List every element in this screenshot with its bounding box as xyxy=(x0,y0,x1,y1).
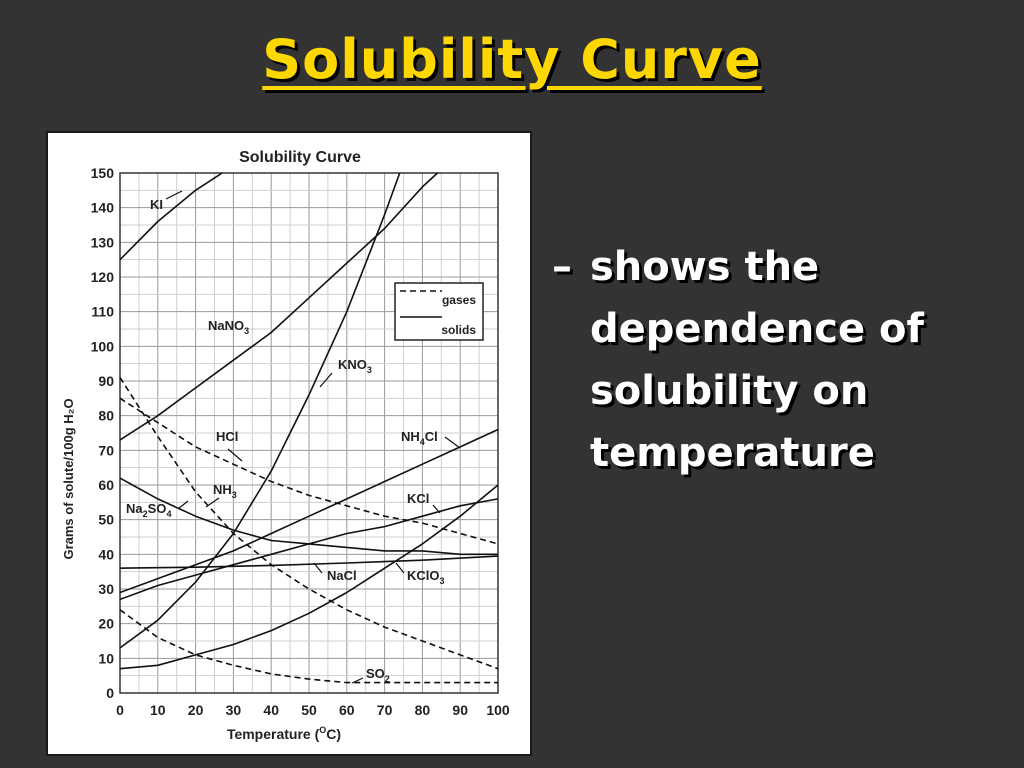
series-label: Na2SO4 xyxy=(126,501,171,519)
series-ki-line xyxy=(119,172,223,261)
x-tick-label: 40 xyxy=(263,702,279,718)
y-tick-label: 140 xyxy=(91,200,115,216)
x-tick-label: 100 xyxy=(486,702,510,718)
y-tick-label: 100 xyxy=(91,338,115,354)
series-label: NH4Cl xyxy=(401,429,438,447)
series-label: HCl xyxy=(216,429,238,444)
y-axis-label: Grams of solute/100g H₂O xyxy=(61,398,76,559)
y-tick-label: 110 xyxy=(91,304,114,320)
y-tick-label: 30 xyxy=(98,581,114,597)
x-tick-label: 60 xyxy=(339,702,355,718)
legend-box xyxy=(394,282,484,341)
label-leader-line xyxy=(444,436,461,449)
y-tick-labels: 0 10 20 30 40 50 60 70 80 90 100 110 120 130 140 150 xyxy=(91,165,115,701)
y-tick-label: 80 xyxy=(98,408,114,424)
series-so2-line xyxy=(119,609,498,684)
x-tick-label: 80 xyxy=(415,702,431,718)
series-hcl-line xyxy=(119,397,499,545)
chart-title: Solubility Curve xyxy=(239,149,361,166)
x-tick-label: 10 xyxy=(150,702,166,718)
y-tick-label: 120 xyxy=(91,269,115,285)
label-leader-line xyxy=(319,372,333,388)
y-tick-label: 90 xyxy=(98,373,114,389)
bullet-dash: – xyxy=(552,244,572,290)
chart-legend: gases solids xyxy=(394,282,484,341)
series-na2so4-line xyxy=(119,477,498,556)
series-nacl-line xyxy=(119,555,499,569)
y-tick-label: 70 xyxy=(98,442,114,458)
x-tick-label: 20 xyxy=(188,702,204,718)
y-tick-label: 150 xyxy=(91,165,115,181)
series-label: NH3 xyxy=(213,482,237,500)
chart-series xyxy=(119,172,499,684)
slide-title: Solubility Curve xyxy=(262,28,762,91)
chart-panel: Solubility Curve 0 10 20 30 40 50 60 70 80 90 100 … xyxy=(48,133,530,754)
series-kno3-line xyxy=(119,172,401,649)
label-leader-line xyxy=(165,190,183,200)
label-leader-line xyxy=(351,677,364,684)
x-tick-labels: 0 10 20 30 40 50 60 70 80 90 100 xyxy=(116,702,510,718)
bullet-text: shows the dependence of solubility on te… xyxy=(590,244,924,476)
series-kclo3-line xyxy=(119,484,499,670)
label-leader-line xyxy=(205,497,220,508)
y-tick-label: 10 xyxy=(98,650,114,666)
series-label: KClO3 xyxy=(407,568,445,586)
series-label: KI xyxy=(150,197,163,212)
series-nano3-line xyxy=(119,172,439,441)
bullet-point: – shows the dependence of solubility on … xyxy=(552,236,972,484)
x-tick-label: 90 xyxy=(452,702,468,718)
label-leader-line xyxy=(227,448,243,462)
legend-solids-label: solids xyxy=(441,323,476,337)
label-leader-line xyxy=(177,500,189,510)
y-tick-label: 50 xyxy=(98,512,114,528)
series-label: SO2 xyxy=(366,666,390,684)
series-label: NaNO3 xyxy=(208,318,249,336)
series-nh4cl-line xyxy=(119,428,499,594)
y-tick-label: 60 xyxy=(98,477,114,493)
x-tick-label: 50 xyxy=(301,702,317,718)
series-label: NaCl xyxy=(327,568,357,583)
y-tick-label: 20 xyxy=(98,616,114,632)
y-tick-label: 130 xyxy=(91,234,115,250)
series-labels: KI NaNO3 KNO3 HCl NH4Cl NH3 KCl Na2SO4 NaCl KClO3… xyxy=(126,190,461,684)
x-tick-label: 30 xyxy=(226,702,242,718)
series-nh3-line xyxy=(119,377,499,670)
label-leader-line xyxy=(313,562,323,574)
x-axis-label: Temperature (OC) xyxy=(227,725,341,742)
x-tick-label: 70 xyxy=(377,702,393,718)
series-label: KNO3 xyxy=(338,357,372,375)
label-leader-line xyxy=(432,504,441,514)
label-leader-line xyxy=(395,562,405,574)
x-tick-label: 0 xyxy=(116,702,124,718)
chart-grid xyxy=(119,172,499,694)
plot-frame xyxy=(119,172,499,694)
y-tick-label: 40 xyxy=(98,546,114,562)
legend-gases-label: gases xyxy=(442,293,476,307)
series-label: KCl xyxy=(407,491,429,506)
solubility-chart: Solubility Curve 0 10 20 30 40 50 60 70 80 90 100 … xyxy=(61,149,510,742)
y-tick-label: 0 xyxy=(106,685,114,701)
